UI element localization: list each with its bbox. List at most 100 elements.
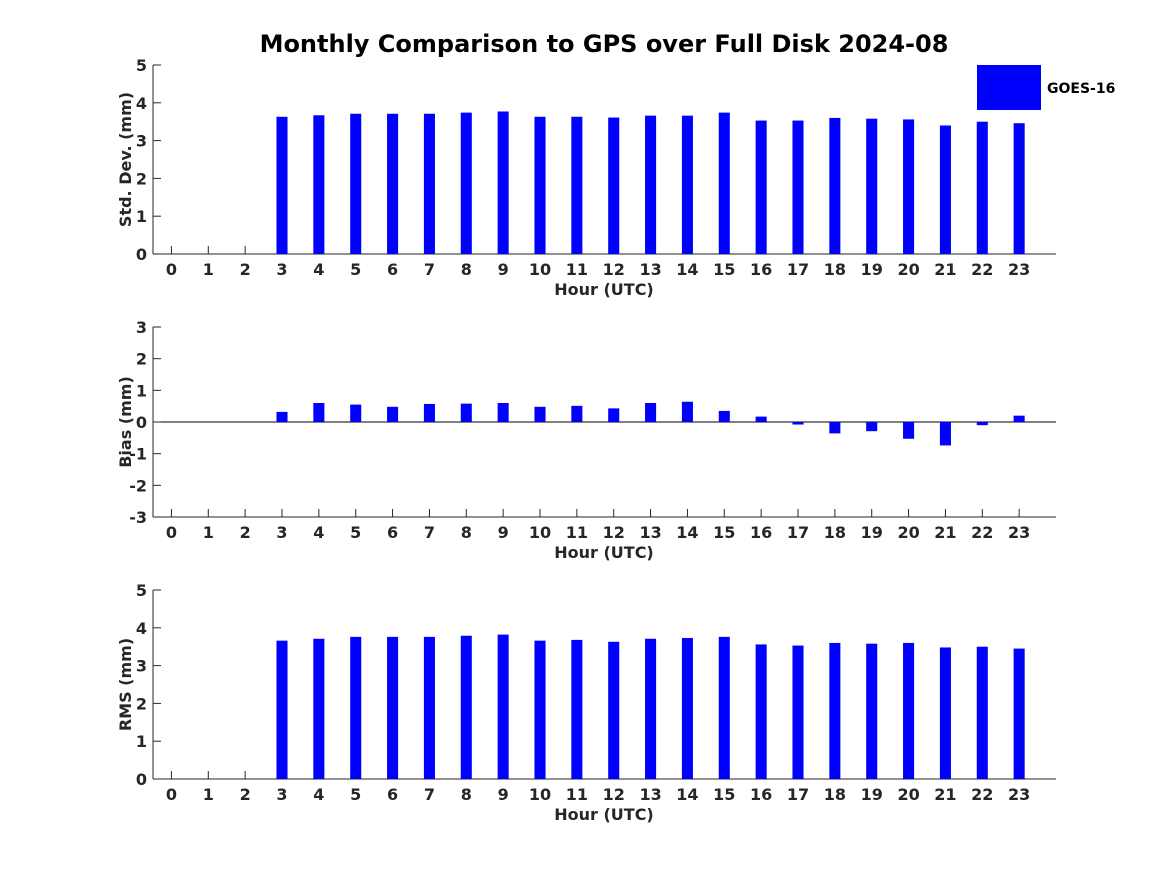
bias-bar-hour-8 bbox=[460, 403, 472, 422]
rms-x-tick-label: 15 bbox=[713, 785, 735, 804]
std-dev-x-tick-label: 3 bbox=[276, 260, 287, 279]
bias-bar-hour-6 bbox=[387, 406, 399, 422]
bias-x-tick-label: 16 bbox=[750, 523, 772, 542]
std-dev-x-tick-label: 1 bbox=[203, 260, 214, 279]
rms-y-tick-label: 0 bbox=[136, 770, 147, 789]
rms-x-tick-label: 3 bbox=[276, 785, 287, 804]
bias-bar-hour-7 bbox=[423, 403, 435, 422]
std-dev-x-axis-label: Hour (UTC) bbox=[554, 280, 654, 299]
std-dev-y-tick-label: 5 bbox=[136, 56, 147, 75]
bias-bar-hour-10 bbox=[534, 406, 546, 422]
bias-bar-hour-18 bbox=[829, 422, 841, 434]
rms-x-tick-label: 21 bbox=[934, 785, 956, 804]
bias-x-tick-label: 2 bbox=[240, 523, 251, 542]
bias-x-tick-label: 12 bbox=[603, 523, 625, 542]
bias-x-tick-label: 19 bbox=[861, 523, 883, 542]
bias-x-tick-label: 18 bbox=[824, 523, 846, 542]
std-dev-bar-hour-21 bbox=[939, 125, 951, 254]
std-dev-bar-hour-5 bbox=[350, 113, 362, 255]
std-dev-x-tick-label: 23 bbox=[1008, 260, 1030, 279]
std-dev-x-tick-label: 0 bbox=[166, 260, 177, 279]
bias-y-tick-label: -3 bbox=[129, 508, 147, 527]
rms-bar-hour-8 bbox=[460, 635, 472, 779]
rms-x-tick-label: 5 bbox=[350, 785, 361, 804]
rms-x-tick-label: 23 bbox=[1008, 785, 1030, 804]
rms-x-tick-label: 16 bbox=[750, 785, 772, 804]
std-dev-bar-hour-16 bbox=[755, 120, 767, 254]
rms-bar-hour-16 bbox=[755, 644, 767, 779]
bias-y-axis-label: Bias (mm) bbox=[116, 376, 135, 468]
bias-x-tick-label: 0 bbox=[166, 523, 177, 542]
rms-x-tick-label: 1 bbox=[203, 785, 214, 804]
bias-x-tick-label: 4 bbox=[313, 523, 324, 542]
std-dev-y-axis-label: Std. Dev. (mm) bbox=[116, 92, 135, 227]
bias-x-tick-label: 23 bbox=[1008, 523, 1030, 542]
rms-bar-hour-10 bbox=[534, 640, 546, 779]
std-dev-bar-hour-11 bbox=[571, 116, 583, 254]
bias-x-tick-label: 14 bbox=[676, 523, 698, 542]
rms-bar-hour-21 bbox=[939, 647, 951, 779]
bias-x-tick-label: 21 bbox=[934, 523, 956, 542]
bias-y-tick-label: 2 bbox=[136, 350, 147, 369]
legend-swatch-goes16 bbox=[977, 65, 1041, 110]
rms-x-tick-label: 6 bbox=[387, 785, 398, 804]
std-dev-bar-hour-22 bbox=[976, 121, 988, 254]
bias-bar-hour-20 bbox=[903, 422, 915, 439]
std-dev-bar-hour-10 bbox=[534, 116, 546, 254]
rms-x-tick-label: 17 bbox=[787, 785, 809, 804]
rms-bar-hour-15 bbox=[718, 636, 730, 779]
std-dev-bar-hour-20 bbox=[903, 119, 915, 254]
bias-x-tick-label: 5 bbox=[350, 523, 361, 542]
rms-bar-hour-13 bbox=[645, 638, 657, 779]
rms-bar-hour-12 bbox=[608, 641, 620, 779]
rms-x-tick-label: 7 bbox=[424, 785, 435, 804]
legend: GOES-16 bbox=[977, 65, 1115, 110]
rms-x-tick-label: 10 bbox=[529, 785, 551, 804]
bias-y-tick-label: -1 bbox=[129, 445, 147, 464]
bias-bar-hour-12 bbox=[608, 408, 620, 422]
rms-bar-hour-14 bbox=[681, 638, 693, 779]
std-dev-x-tick-label: 5 bbox=[350, 260, 361, 279]
rms-bar-hour-23 bbox=[1013, 648, 1025, 779]
std-dev-x-tick-label: 11 bbox=[566, 260, 588, 279]
rms-bar-hour-7 bbox=[423, 636, 435, 779]
bias-bar-hour-9 bbox=[497, 403, 509, 422]
rms-x-tick-label: 22 bbox=[971, 785, 993, 804]
std-dev-x-tick-label: 7 bbox=[424, 260, 435, 279]
rms-y-tick-label: 4 bbox=[136, 619, 147, 638]
std-dev-x-tick-label: 8 bbox=[461, 260, 472, 279]
rms-bar-hour-5 bbox=[350, 636, 362, 779]
bias-x-tick-label: 22 bbox=[971, 523, 993, 542]
bias-bar-hour-16 bbox=[755, 416, 767, 422]
std-dev-y-tick-label: 1 bbox=[136, 207, 147, 226]
legend-label-goes16: GOES-16 bbox=[1047, 81, 1115, 97]
std-dev-x-tick-label: 2 bbox=[240, 260, 251, 279]
bias-bar-hour-14 bbox=[681, 401, 693, 422]
std-dev-y-tick-label: 3 bbox=[136, 132, 147, 151]
bias-x-tick-label: 13 bbox=[639, 523, 661, 542]
std-dev-x-tick-label: 4 bbox=[313, 260, 324, 279]
std-dev-bar-hour-17 bbox=[792, 120, 804, 254]
std-dev-x-tick-label: 21 bbox=[934, 260, 956, 279]
rms-bar-hour-17 bbox=[792, 645, 804, 779]
rms-y-tick-label: 5 bbox=[136, 581, 147, 600]
rms-y-tick-label: 1 bbox=[136, 732, 147, 751]
rms-y-tick-label: 3 bbox=[136, 657, 147, 676]
bias-bar-hour-22 bbox=[976, 422, 988, 426]
bias-x-tick-label: 17 bbox=[787, 523, 809, 542]
rms-bar-hour-4 bbox=[313, 638, 325, 779]
rms-x-tick-label: 13 bbox=[639, 785, 661, 804]
std-dev-bar-hour-23 bbox=[1013, 123, 1025, 254]
std-dev-y-tick-label: 0 bbox=[136, 245, 147, 264]
bias-bar-hour-5 bbox=[350, 404, 362, 422]
rms-x-tick-label: 9 bbox=[498, 785, 509, 804]
bias-bar-hour-15 bbox=[718, 410, 730, 422]
bias-bar-hour-17 bbox=[792, 422, 804, 425]
std-dev-x-tick-label: 20 bbox=[897, 260, 919, 279]
rms-bar-hour-18 bbox=[829, 642, 841, 779]
std-dev-x-tick-label: 22 bbox=[971, 260, 993, 279]
rms-x-tick-label: 11 bbox=[566, 785, 588, 804]
rms-bar-hour-20 bbox=[903, 642, 915, 779]
